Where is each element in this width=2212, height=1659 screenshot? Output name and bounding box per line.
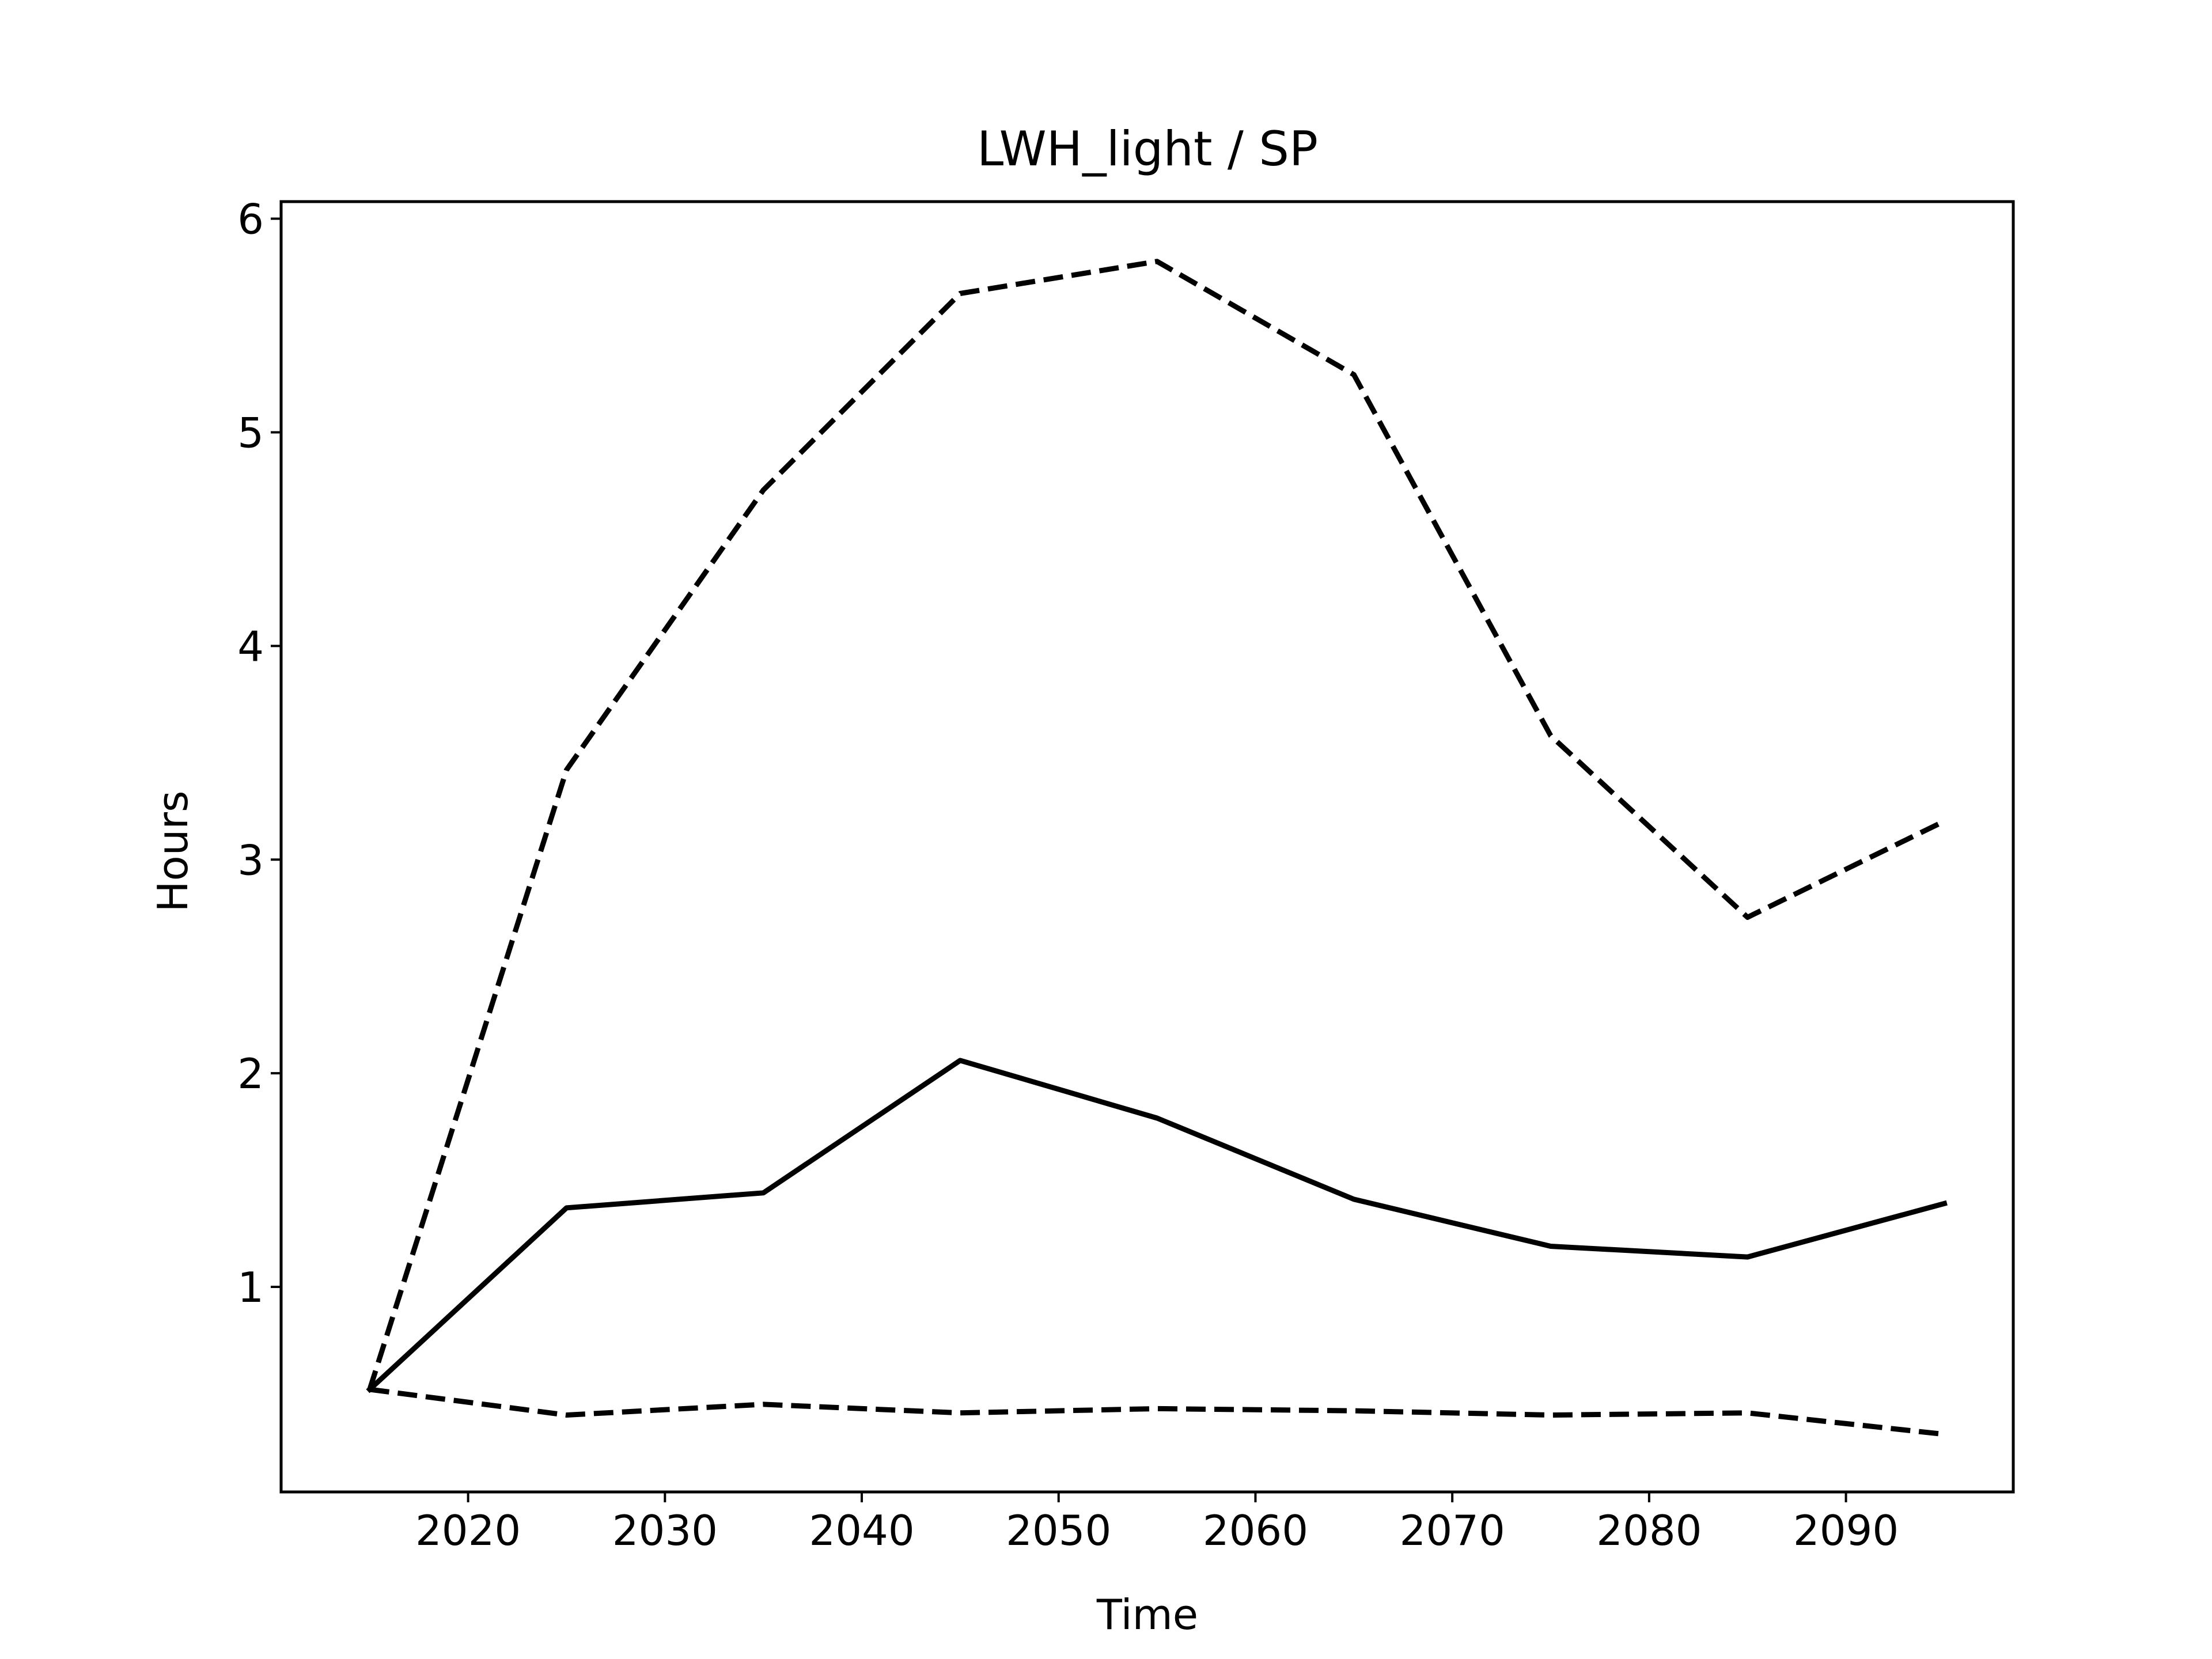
y-tick-label-2: 2 <box>237 1050 264 1098</box>
x-tick-label-2090: 2090 <box>1793 1506 1899 1555</box>
x-tick-label-2040: 2040 <box>809 1506 914 1555</box>
series-line-2-dashed <box>367 259 1946 1391</box>
x-tick-label-2050: 2050 <box>1006 1506 1111 1555</box>
series-line-1-solid <box>366 1058 1948 1393</box>
x-tick-label-2020: 2020 <box>415 1506 521 1555</box>
x-axis-label: Time <box>1096 1590 1198 1639</box>
series-line-3-dashed <box>369 1387 1945 1437</box>
y-tick-label-4: 4 <box>237 622 264 671</box>
y-tick-label-6: 6 <box>237 195 264 244</box>
x-tick-label-2080: 2080 <box>1596 1506 1702 1555</box>
series-layer <box>366 259 1948 1437</box>
y-tick-label-3: 3 <box>237 836 264 884</box>
y-axis: 1 2 3 4 5 6 <box>237 195 281 1312</box>
x-axis: 2020 2030 2040 2050 2060 2070 2080 2090 <box>415 1492 1899 1555</box>
x-tick-label-2070: 2070 <box>1400 1506 1505 1555</box>
x-tick-label-2030: 2030 <box>612 1506 718 1555</box>
y-axis-label: Hours <box>149 791 197 912</box>
plot-area-frame <box>279 200 2015 1494</box>
x-tick-label-2060: 2060 <box>1203 1506 1308 1555</box>
chart-title: LWH_light / SP <box>977 121 1318 177</box>
y-tick-label-1: 1 <box>237 1263 264 1312</box>
y-tick-label-5: 5 <box>237 409 264 457</box>
